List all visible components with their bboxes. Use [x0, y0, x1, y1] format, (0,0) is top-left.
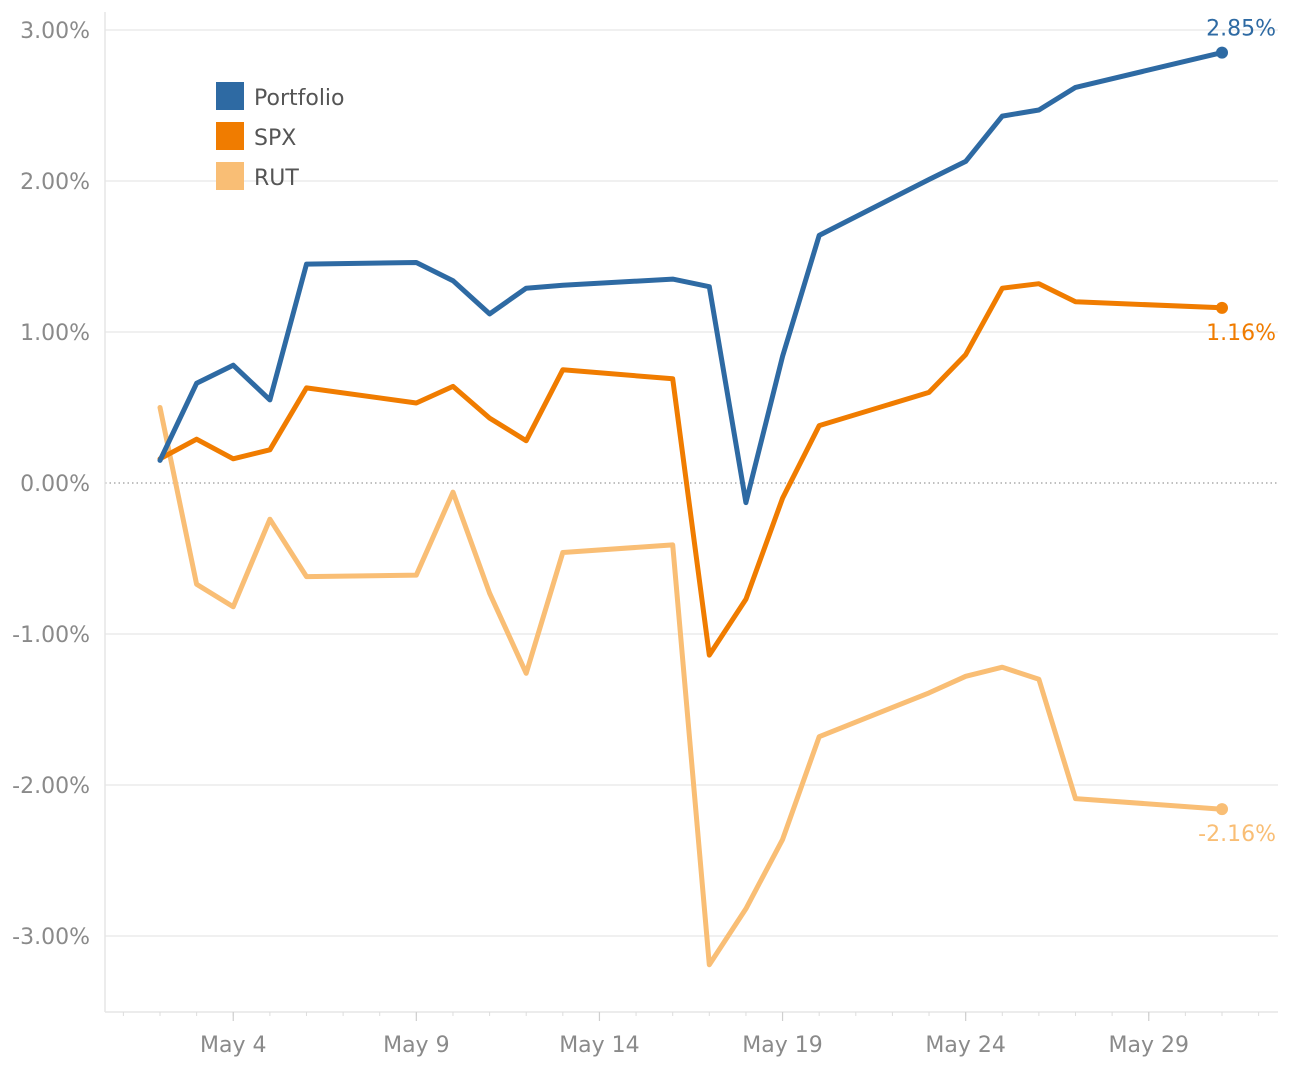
end-label-portfolio: 2.85% [1206, 17, 1276, 42]
series-line-portfolio [157, 50, 1225, 506]
y-tick-label: 3.00% [20, 19, 90, 44]
y-tick-label: 0.00% [20, 472, 90, 497]
x-tick-label: May 29 [1109, 1033, 1189, 1058]
end-label-rut: -2.16% [1198, 822, 1276, 847]
x-axis: May 4 May 9 May 14 May 19 May 24 May 29 [122, 1012, 1260, 1058]
end-marker-rut [1216, 803, 1228, 816]
x-tick-label: May 9 [383, 1033, 449, 1058]
y-axis: 3.00% 2.00% 1.00% 0.00% -1.00% -2.00% -3.00% [12, 19, 90, 950]
series-lines [157, 46, 1228, 968]
legend: Portfolio SPX RUT [216, 82, 345, 191]
x-tick-label: May 24 [925, 1033, 1005, 1058]
series-line-rut [157, 405, 1225, 968]
end-labels: 2.85% 1.16% -2.16% [1198, 17, 1276, 848]
end-marker-portfolio [1216, 46, 1228, 59]
end-marker-spx [1216, 301, 1228, 314]
y-tick-label: -2.00% [12, 774, 90, 799]
legend-label-rut: RUT [254, 166, 299, 191]
x-tick-label: May 19 [742, 1033, 822, 1058]
legend-swatch-spx [216, 122, 244, 150]
legend-swatch-portfolio [216, 82, 244, 110]
y-tick-label: -1.00% [12, 623, 90, 648]
y-tick-label: 2.00% [20, 170, 90, 195]
x-tick-label: May 14 [559, 1033, 639, 1058]
legend-label-portfolio: Portfolio [254, 86, 345, 111]
legend-label-spx: SPX [254, 126, 296, 151]
legend-swatch-rut [216, 162, 244, 190]
y-tick-label: 1.00% [20, 321, 90, 346]
y-tick-label: -3.00% [12, 925, 90, 950]
series-line-spx [157, 281, 1225, 658]
x-tick-label: May 4 [200, 1033, 266, 1058]
end-label-spx: 1.16% [1206, 321, 1276, 346]
